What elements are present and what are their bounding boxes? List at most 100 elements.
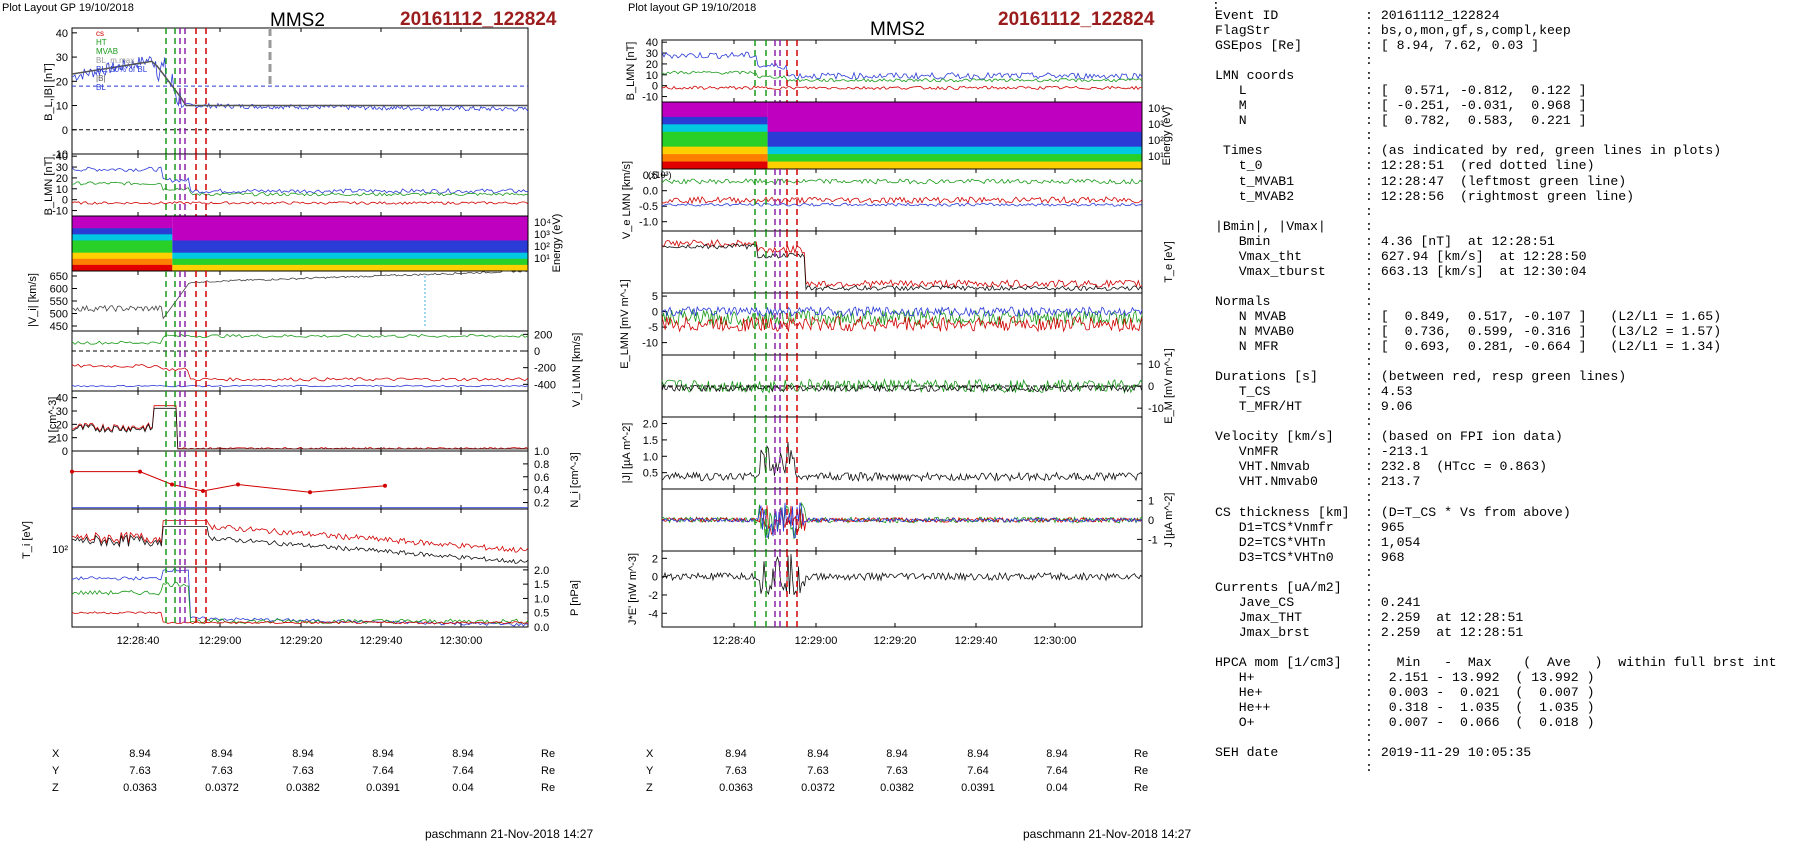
info-value: : 12:28:47 (leftmost green line)	[1365, 173, 1627, 189]
pos-unit: Re	[1134, 748, 1149, 760]
y-axis-label: B_LMN [nT]	[43, 157, 55, 216]
panel-frame	[661, 550, 1143, 628]
heatmap-cell	[767, 161, 1142, 170]
pos-value: 7.63	[211, 765, 233, 777]
y-tick-label: 0.5	[643, 170, 658, 182]
info-row: N: [ 0.782, 0.583, 0.221 ]	[1215, 113, 1800, 128]
info-row: VnMFR: -213.1	[1215, 444, 1800, 459]
legend-entry: BL_m.max	[96, 56, 134, 65]
y-tick-label: 500	[50, 309, 68, 321]
x-tick-label: 12:29:20	[280, 635, 323, 647]
heatmap-cell	[72, 240, 173, 248]
legend-entry: HT	[96, 38, 107, 47]
pos-row-label: Z	[52, 782, 59, 794]
info-value: : [ 8.94, 7.62, 0.03 ]	[1365, 38, 1540, 54]
info-row: :	[1215, 279, 1800, 294]
heatmap-cell	[72, 252, 173, 260]
info-row: :	[1215, 414, 1800, 429]
em-series	[661, 308, 1143, 327]
panel-frame	[71, 566, 529, 628]
bl-series	[71, 166, 529, 194]
info-value: :	[1365, 489, 1373, 505]
pos-row-label: Y	[52, 765, 60, 777]
info-row: |Bmin|, |Vmax|:	[1215, 219, 1800, 234]
legend-entry: MVAB	[96, 47, 118, 56]
info-value: : 232.8 (HTcc = 0.863)	[1365, 459, 1548, 475]
y-tick-label: 10	[646, 70, 658, 82]
y-tick-label: 0.8	[534, 459, 549, 471]
info-row: t_MVAB1: 12:28:47 (leftmost green line)	[1215, 174, 1800, 189]
el-series	[661, 315, 1143, 333]
y-tick-label: 550	[50, 296, 68, 308]
y-tick-label: 10	[56, 184, 68, 196]
info-row: t_0: 12:28:51 (red dotted line)	[1215, 158, 1800, 173]
y-axis-label: E_M [mV m^-1]	[1163, 348, 1175, 423]
info-key: HPCA mom [1/cm3]	[1215, 655, 1342, 671]
j-series	[661, 442, 1143, 483]
info-row: Bmin: 4.36 [nT] at 12:28:51	[1215, 234, 1800, 249]
y-tick-label: -10	[642, 92, 658, 104]
y-axis-label: T_i [eV]	[21, 521, 33, 559]
y-axis-label: |V_i| [km/s]	[27, 273, 39, 327]
info-value: : bs,o,mon,gf,s,compl,keep	[1365, 23, 1571, 39]
pos-value: 8.94	[452, 748, 474, 760]
info-row: Velocity [km/s]: (based on FPI ion data)	[1215, 429, 1800, 444]
info-key: M	[1215, 98, 1247, 114]
info-row: :	[1215, 354, 1800, 369]
vm-series	[661, 178, 1143, 185]
y-tick-label: 10²	[52, 544, 68, 556]
info-key	[1215, 490, 1365, 505]
pi-series	[71, 611, 529, 625]
info-value: : 2.259 at 12:28:51	[1365, 624, 1524, 640]
y-tick-label: -0.5	[639, 201, 658, 213]
pos-value: 8.94	[129, 748, 151, 760]
bm-series	[661, 70, 1143, 83]
info-key: Jmax_THT	[1215, 609, 1303, 625]
left-footer: paschmann 21-Nov-2018 14:27	[425, 827, 594, 841]
vl-series	[71, 363, 529, 382]
info-key: N MVAB	[1215, 308, 1287, 324]
heatmap-cell	[172, 246, 528, 254]
heatmap-cell	[767, 131, 1142, 140]
info-row: T_CS: 4.53	[1215, 384, 1800, 399]
pos-value: 8.94	[211, 748, 233, 760]
info-value: : 213.7	[1365, 474, 1421, 490]
heatmap-cell	[662, 109, 768, 118]
y-tick-label: -10	[1148, 403, 1164, 415]
y-tick-label: 40	[646, 37, 658, 49]
info-row: Event ID: 20161112_122824	[1215, 8, 1800, 23]
info-row: D3=TCS*VHTn0: 968	[1215, 550, 1800, 565]
info-key: t_0	[1215, 158, 1263, 174]
info-value: : (as indicated by red, green lines in p…	[1365, 143, 1722, 159]
heatmap-cell	[767, 102, 1142, 110]
info-key: Bmin	[1215, 233, 1271, 249]
he2-point	[138, 469, 142, 474]
middle-energy-spectrogram	[662, 102, 1142, 170]
panel-frame	[661, 168, 1143, 232]
y-tick-label: 20	[646, 59, 658, 71]
y-tick-label: 0	[652, 307, 658, 319]
y-axis-label: B_L,|B| [nT]	[43, 63, 55, 121]
info-value: : -213.1	[1365, 444, 1429, 460]
heatmap-cell	[172, 234, 528, 241]
y-tick-label: 2.0	[534, 565, 549, 577]
pb-series	[71, 581, 529, 625]
info-value: :	[1365, 53, 1373, 69]
pos-row-label: X	[52, 748, 60, 760]
panel-frame	[71, 450, 529, 510]
te-par-series	[661, 239, 1143, 289]
heatmap-cell	[72, 258, 173, 266]
he2-point	[236, 482, 240, 487]
pos-value: 0.0363	[719, 782, 753, 794]
pos-value: 7.63	[807, 765, 829, 777]
x-tick-label: 12:28:40	[117, 635, 160, 647]
info-value: :	[1365, 760, 1373, 776]
info-value: :	[1365, 293, 1373, 309]
info-value: :	[1365, 579, 1373, 595]
pos-value: 0.0391	[366, 782, 400, 794]
info-row: FlagStr: bs,o,mon,gf,s,compl,keep	[1215, 23, 1800, 38]
y-tick-label: 10	[1148, 359, 1160, 371]
panel-frame	[71, 390, 529, 452]
info-value: : 0.318 - 1.035 ( 1.035 )	[1365, 700, 1595, 716]
